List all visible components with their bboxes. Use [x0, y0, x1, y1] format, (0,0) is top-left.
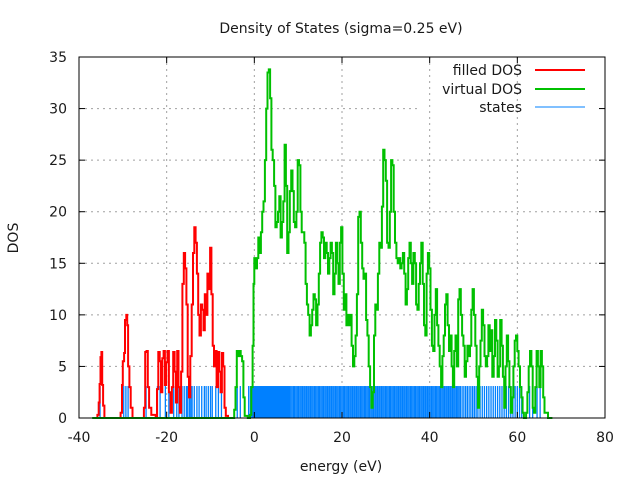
y-tick-label: 5 [58, 359, 67, 375]
x-tick-label: 0 [250, 430, 259, 446]
y-tick-label: 0 [58, 411, 67, 427]
filled-dos-line [94, 226, 229, 419]
x-tick-label: -40 [68, 430, 91, 446]
chart-title: Density of States (sigma=0.25 eV) [219, 21, 462, 37]
x-tick-label: 20 [333, 430, 351, 446]
dos-series [92, 68, 553, 419]
legend-label-states: states [479, 100, 522, 116]
x-tick-label: -20 [155, 430, 178, 446]
virtual-dos-line [92, 68, 553, 419]
y-tick-label: 25 [49, 153, 67, 169]
axis-ticks [78, 56, 606, 419]
y-tick-label: 35 [49, 50, 67, 66]
y-tick-label: 15 [49, 256, 67, 272]
y-tick-label: 30 [49, 102, 67, 118]
y-tick-label: 20 [49, 205, 67, 221]
y-tick-labels: 0 5 10 15 20 25 30 35 [49, 50, 67, 427]
x-axis-label: energy (eV) [300, 459, 382, 475]
states-series [99, 386, 541, 418]
legend-label-filled-dos: filled DOS [453, 63, 522, 79]
x-tick-labels: -40 -20 0 20 40 60 80 [68, 430, 614, 446]
x-tick-label: 60 [508, 430, 526, 446]
x-tick-label: 80 [596, 430, 614, 446]
x-tick-label: 40 [421, 430, 439, 446]
legend-label-virtual-dos: virtual DOS [442, 82, 522, 98]
y-tick-label: 10 [49, 308, 67, 324]
legend: filled DOS virtual DOS states [442, 63, 585, 116]
y-axis-label: DOS [6, 223, 22, 254]
